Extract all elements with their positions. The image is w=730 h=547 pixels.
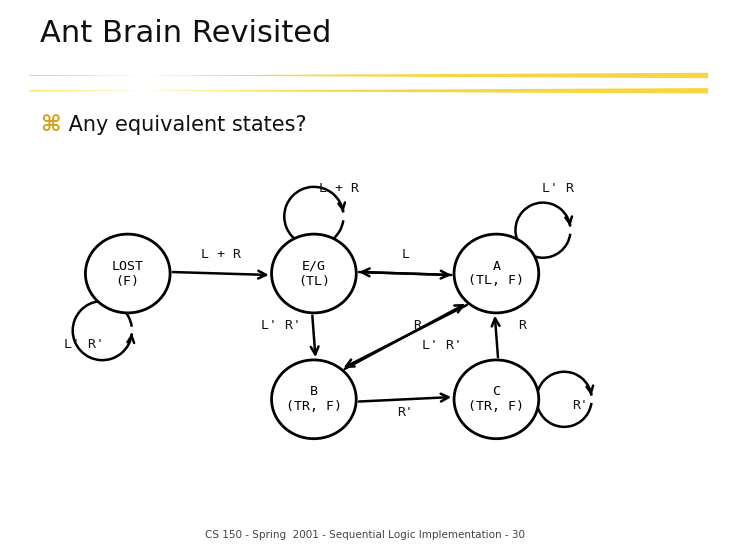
Text: L + R: L + R: [201, 248, 241, 261]
Text: A
(TL, F): A (TL, F): [469, 259, 524, 288]
Text: L' R': L' R': [64, 338, 104, 351]
Text: E/G
(TL): E/G (TL): [298, 259, 330, 288]
Ellipse shape: [272, 360, 356, 439]
Text: LOST
(F): LOST (F): [112, 259, 144, 288]
Text: R: R: [414, 319, 421, 332]
Text: Ant Brain Revisited: Ant Brain Revisited: [40, 19, 331, 48]
Polygon shape: [29, 73, 708, 94]
Text: L' R': L' R': [261, 319, 301, 332]
Text: B
(TR, F): B (TR, F): [286, 385, 342, 414]
Ellipse shape: [85, 234, 170, 313]
Text: R': R': [397, 406, 413, 420]
Ellipse shape: [454, 360, 539, 439]
Text: Any equivalent states?: Any equivalent states?: [62, 115, 307, 135]
Text: L + R: L + R: [320, 182, 359, 195]
Text: R: R: [518, 319, 526, 332]
Text: C
(TR, F): C (TR, F): [469, 385, 524, 414]
Text: L' R': L' R': [422, 339, 461, 352]
Text: L: L: [402, 248, 409, 261]
Ellipse shape: [454, 234, 539, 313]
Text: ⌘: ⌘: [40, 115, 61, 135]
Text: R': R': [572, 399, 588, 412]
Ellipse shape: [272, 234, 356, 313]
Text: L' R: L' R: [542, 182, 575, 195]
Text: CS 150 - Spring  2001 - Sequential Logic Implementation - 30: CS 150 - Spring 2001 - Sequential Logic …: [205, 531, 525, 540]
